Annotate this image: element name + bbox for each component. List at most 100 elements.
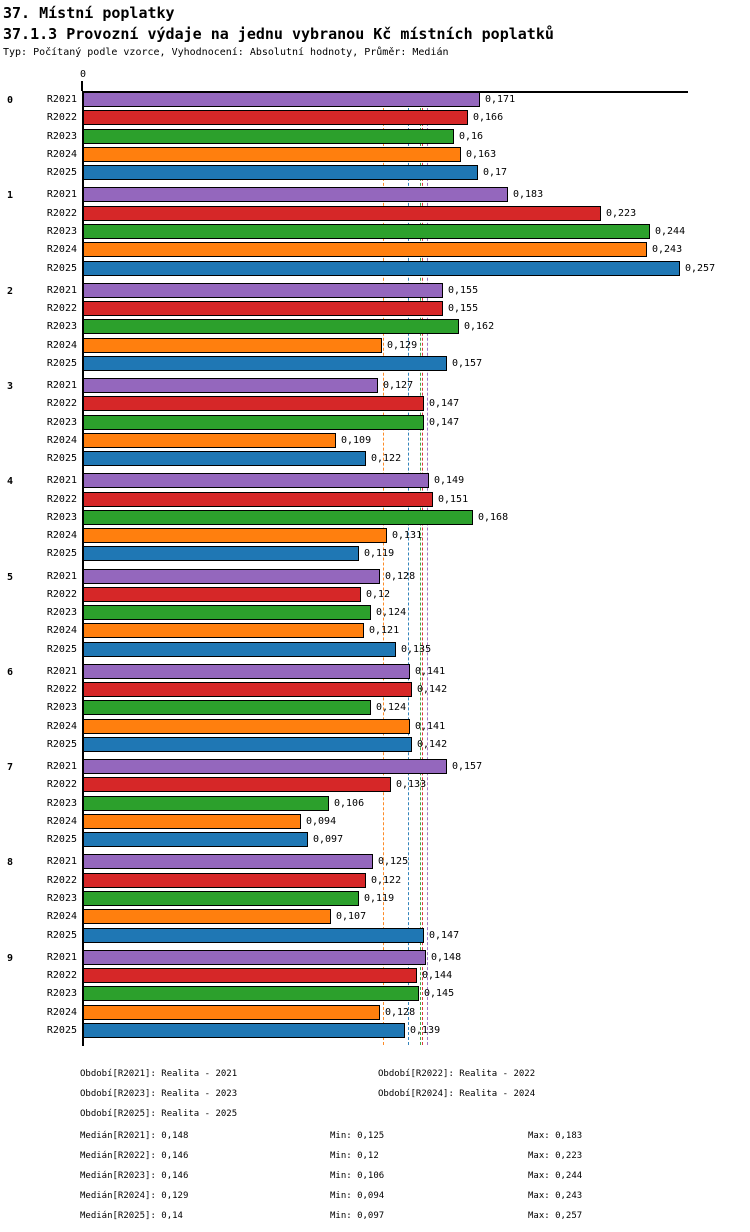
bar-series-label: R2025 bbox=[46, 548, 77, 560]
bar-series-label: R2025 bbox=[46, 453, 77, 465]
bar bbox=[83, 414, 424, 430]
bar-series-label: R2022 bbox=[46, 112, 77, 124]
bar-value-label: 0,121 bbox=[369, 625, 400, 637]
bar-value-label: 0,142 bbox=[417, 739, 448, 750]
bar-series-label: R2021 bbox=[46, 189, 77, 201]
bar-value-label: 0,171 bbox=[485, 94, 516, 105]
bar bbox=[83, 641, 396, 657]
bar-series-label: R2024 bbox=[46, 244, 77, 256]
bar bbox=[83, 110, 468, 126]
bar-value-label: 0,094 bbox=[306, 816, 337, 827]
bar-series-label: R2025 bbox=[46, 167, 77, 179]
legend-min-label: Min: 0,097 bbox=[330, 1211, 385, 1221]
bar-series-label: R2022 bbox=[46, 493, 77, 505]
bar bbox=[83, 187, 508, 203]
median-line-R2025 bbox=[408, 93, 409, 1045]
bar bbox=[83, 568, 380, 584]
bar-value-label: 0,147 bbox=[429, 416, 460, 428]
group-label: 3 bbox=[6, 380, 14, 392]
bar bbox=[83, 737, 412, 752]
bar-series-label: R2024 bbox=[46, 148, 77, 160]
bar-value-label: 0,155 bbox=[448, 284, 479, 296]
bar-series-label: R2025 bbox=[46, 1024, 77, 1036]
bar-series-label: R2025 bbox=[46, 357, 77, 369]
legend-min-label: Min: 0,106 bbox=[330, 1171, 385, 1181]
bar-value-label: 0,142 bbox=[417, 684, 448, 696]
bar bbox=[83, 337, 382, 353]
legend-period-label: Období[R2024]: Realita - 2024 bbox=[378, 1089, 536, 1099]
bar bbox=[83, 260, 680, 276]
axis-zero-tick bbox=[81, 81, 83, 91]
bar-value-label: 0,16 bbox=[459, 130, 484, 142]
legend-period-label: Období[R2021]: Realita - 2021 bbox=[80, 1069, 238, 1079]
bar-value-label: 0,141 bbox=[415, 665, 446, 677]
median-line-R2023 bbox=[420, 93, 421, 1045]
bar bbox=[83, 759, 447, 775]
bar-series-label: R2024 bbox=[46, 434, 77, 446]
legend-max-label: Max: 0,223 bbox=[528, 1151, 583, 1161]
axis-zero-label: 0 bbox=[79, 69, 87, 80]
bar-series-label: R2024 bbox=[46, 911, 77, 923]
bar bbox=[83, 128, 454, 144]
bar-value-label: 0,122 bbox=[371, 453, 402, 465]
bar-value-label: 0,119 bbox=[364, 548, 395, 560]
bar-series-label: R2023 bbox=[46, 702, 77, 714]
chart-title: 37.1.3 Provozní výdaje na jednu vybranou… bbox=[3, 25, 554, 43]
bar-value-label: 0,129 bbox=[387, 339, 418, 351]
bar bbox=[83, 682, 412, 698]
bar-value-label: 0,144 bbox=[422, 970, 453, 981]
bar-value-label: 0,147 bbox=[429, 398, 460, 410]
bar-series-label: R2021 bbox=[46, 856, 77, 868]
legend-median-label: Medián[R2025]: 0,14 bbox=[80, 1211, 183, 1221]
legend-max-label: Max: 0,183 bbox=[528, 1131, 583, 1141]
bar bbox=[83, 777, 391, 793]
bar-value-label: 0,148 bbox=[431, 951, 462, 963]
group-label: 6 bbox=[6, 666, 14, 678]
group-label: 1 bbox=[6, 190, 14, 202]
legend-period-label: Období[R2022]: Realita - 2022 bbox=[378, 1069, 536, 1079]
bar-value-label: 0,163 bbox=[466, 148, 497, 160]
bar bbox=[83, 795, 329, 811]
group-label: 7 bbox=[6, 762, 14, 774]
legend-median-label: Medián[R2023]: 0,146 bbox=[80, 1171, 189, 1181]
bar bbox=[83, 663, 410, 679]
bar-series-label: R2023 bbox=[46, 225, 77, 237]
legend-period-label: Období[R2025]: Realita - 2025 bbox=[80, 1109, 238, 1119]
bar bbox=[83, 718, 410, 734]
bar-value-label: 0,119 bbox=[364, 893, 395, 904]
bar-series-label: R2023 bbox=[46, 416, 77, 428]
bar bbox=[83, 92, 480, 107]
bar-value-label: 0,155 bbox=[448, 302, 479, 314]
legend-median-label: Medián[R2021]: 0,148 bbox=[80, 1131, 189, 1141]
bar bbox=[83, 509, 473, 525]
bar-value-label: 0,107 bbox=[336, 911, 367, 923]
bar-value-label: 0,135 bbox=[401, 643, 432, 655]
bar-value-label: 0,097 bbox=[313, 834, 344, 846]
bar-series-label: R2025 bbox=[46, 262, 77, 274]
bar bbox=[83, 165, 478, 181]
bar-value-label: 0,128 bbox=[385, 1006, 416, 1018]
bar-series-label: R2024 bbox=[46, 339, 77, 351]
bar-series-label: R2022 bbox=[46, 398, 77, 410]
group-label: 0 bbox=[6, 95, 14, 106]
bar-value-label: 0,131 bbox=[392, 530, 423, 542]
bar-series-label: R2022 bbox=[46, 588, 77, 600]
legend-period-label: Období[R2023]: Realita - 2023 bbox=[80, 1089, 238, 1099]
bar bbox=[83, 1022, 405, 1038]
bar bbox=[83, 623, 364, 639]
bar bbox=[83, 242, 647, 258]
bar-value-label: 0,157 bbox=[452, 357, 483, 369]
bar-series-label: R2025 bbox=[46, 643, 77, 655]
bar bbox=[83, 432, 336, 448]
bar-value-label: 0,139 bbox=[410, 1024, 441, 1036]
bar-value-label: 0,122 bbox=[371, 874, 402, 886]
report-title: 37. Místní poplatky bbox=[3, 4, 175, 22]
bar-series-label: R2022 bbox=[46, 970, 77, 981]
bar bbox=[83, 491, 433, 507]
bar bbox=[83, 872, 366, 888]
bar-series-label: R2022 bbox=[46, 874, 77, 886]
bar-series-label: R2025 bbox=[46, 929, 77, 941]
bar bbox=[83, 949, 426, 965]
bar-series-label: R2024 bbox=[46, 1006, 77, 1018]
bar-series-label: R2021 bbox=[46, 94, 77, 105]
